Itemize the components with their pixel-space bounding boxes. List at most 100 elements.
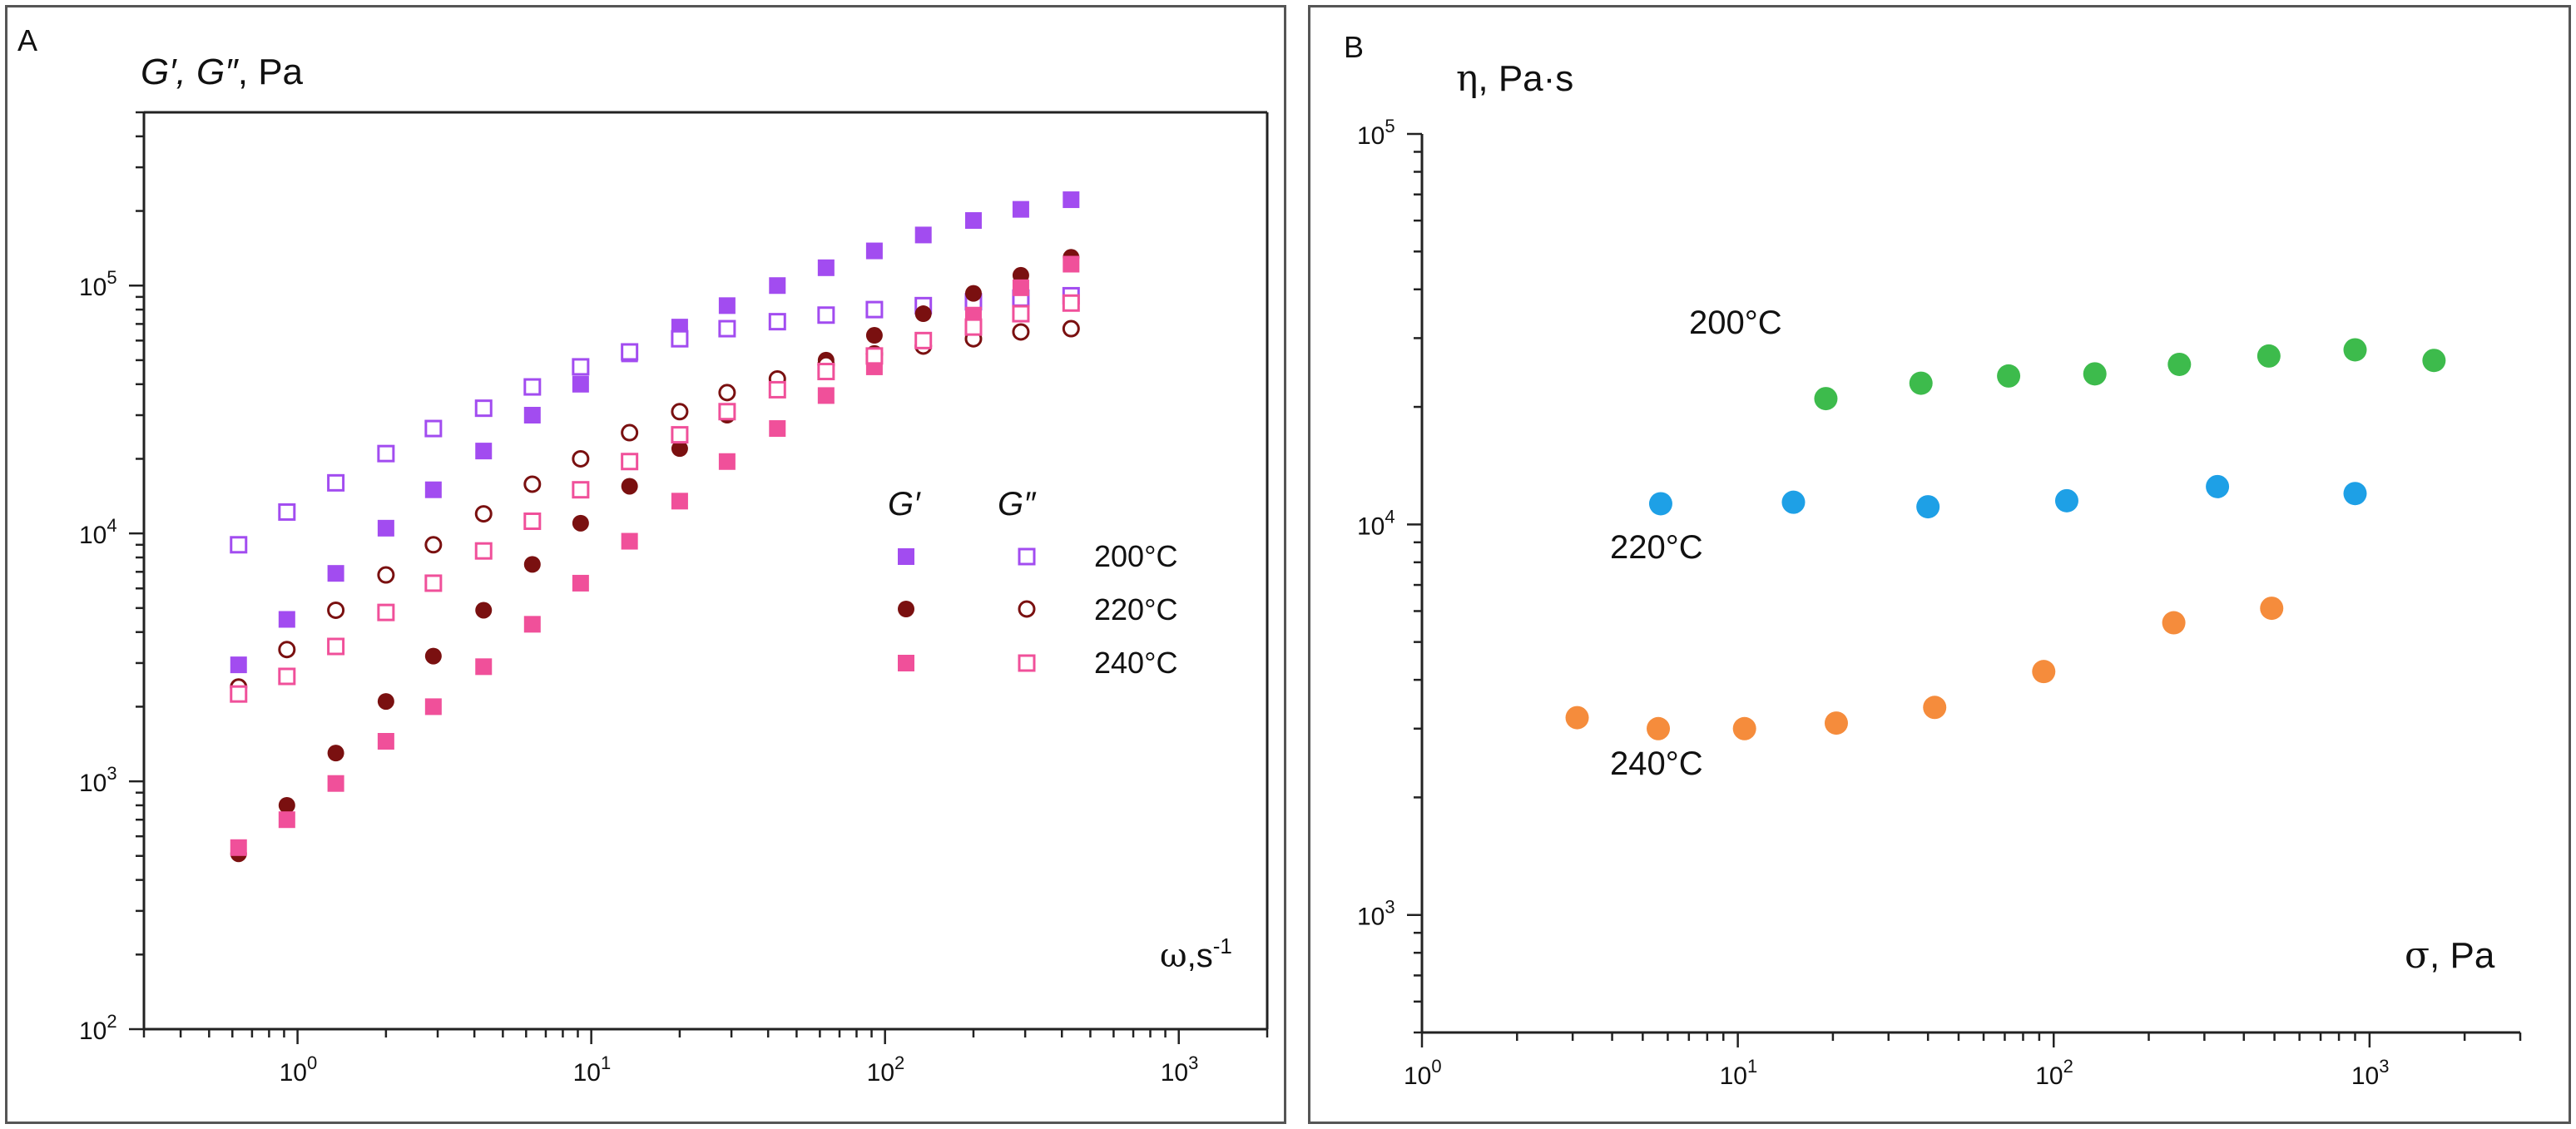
data-point [572,514,589,532]
data-point [377,519,394,537]
data-point [768,313,786,331]
data-point [817,259,835,276]
data-point [1012,323,1030,341]
data-point [2162,611,2186,635]
data-point [377,566,395,584]
data-point [1916,495,1940,519]
data-point [865,327,883,344]
data-point [327,637,345,656]
series-label-220: 220°C [1610,529,1703,566]
data-point [424,647,442,665]
data-point [523,378,542,396]
data-point [865,242,883,260]
y-tick-label: 105 [1357,116,1395,150]
data-point [2083,362,2107,386]
data-point [572,574,589,592]
data-point [1063,191,1080,209]
legend-marker-g2-200 [1018,547,1036,566]
legend-a: G′ G″ 200°C 220°C 240°C [888,486,1177,680]
data-point [1012,305,1030,323]
data-point [718,384,736,402]
data-point [327,601,345,619]
data-point [377,603,395,621]
x-axis-title-a: ω,s-1 [1160,933,1232,975]
data-point [621,532,638,550]
data-point [621,453,639,471]
data-point [424,481,442,498]
y-tick-label: 104 [79,515,117,549]
data-point [2032,660,2056,684]
data-point [2260,597,2284,621]
data-point [278,503,296,521]
data-point [1814,387,1838,411]
data-point [964,212,982,230]
data-point [621,478,638,495]
data-point [914,331,933,349]
data-point [278,667,296,686]
x-tick-label: 102 [867,1052,905,1087]
y-tick-label: 104 [1357,506,1395,540]
data-point [523,616,541,633]
data-point [475,658,493,676]
data-point [278,811,295,829]
data-point [230,685,248,703]
data-point [377,444,395,463]
data-point [1909,371,1933,395]
x-tick-label: 103 [1161,1052,1199,1087]
data-point [327,745,344,762]
legend-marker-g1-240 [898,655,914,671]
data-point [964,285,982,302]
data-point [572,449,590,468]
data-point [914,305,932,323]
data-point [523,556,541,573]
x-tick-label: 101 [1720,1056,1758,1090]
data-point [230,536,248,554]
data-point [278,611,295,628]
data-point [377,693,394,711]
data-point [817,363,835,381]
data-point [2343,338,2367,362]
legend-label-240: 240°C [1094,646,1177,680]
data-point [572,481,590,499]
data-point [671,426,689,444]
data-point [523,512,542,530]
data-point [621,423,639,442]
data-point [474,542,493,560]
data-point [1648,492,1672,516]
x-tick-label: 101 [573,1052,612,1087]
data-point [230,656,247,674]
y-axis-title-b: η, Pa·s [1456,57,1573,100]
x-tick-label: 100 [280,1052,318,1087]
data-point [718,453,736,470]
data-point [768,380,786,399]
y-tick-label: 103 [1357,897,1395,931]
data-point [718,319,736,338]
y-tick-label: 103 [79,763,117,797]
data-point [817,387,835,404]
data-point [671,329,689,348]
chart-b: B η, Pa·s σ, Pa 200°C 220°C 240°C 100 101… [1344,30,2522,1090]
data-point [424,419,443,438]
data-point [424,574,443,592]
panel-label-a: A [17,23,37,57]
data-point [230,839,247,856]
data-point [424,536,443,554]
chart-a: A G′, G″, Pa ω,s-1 G′ G″ 200°C 220°C 240… [17,23,1269,1087]
data-point [572,375,589,393]
data-point [2256,344,2281,368]
y-tick-label: 105 [79,267,117,301]
data-point [2422,349,2446,373]
x-tick-label: 102 [2035,1056,2073,1090]
data-point [327,473,345,492]
data-point [2054,488,2078,513]
data-point [278,641,296,659]
data-point [769,420,786,438]
data-point [865,347,884,365]
data-point [1824,711,1848,735]
legend-marker-g1-200 [898,548,914,565]
data-point [769,277,786,295]
data-point [523,407,541,424]
data-point [718,403,736,421]
data-point [718,297,736,314]
data-point [671,403,689,421]
